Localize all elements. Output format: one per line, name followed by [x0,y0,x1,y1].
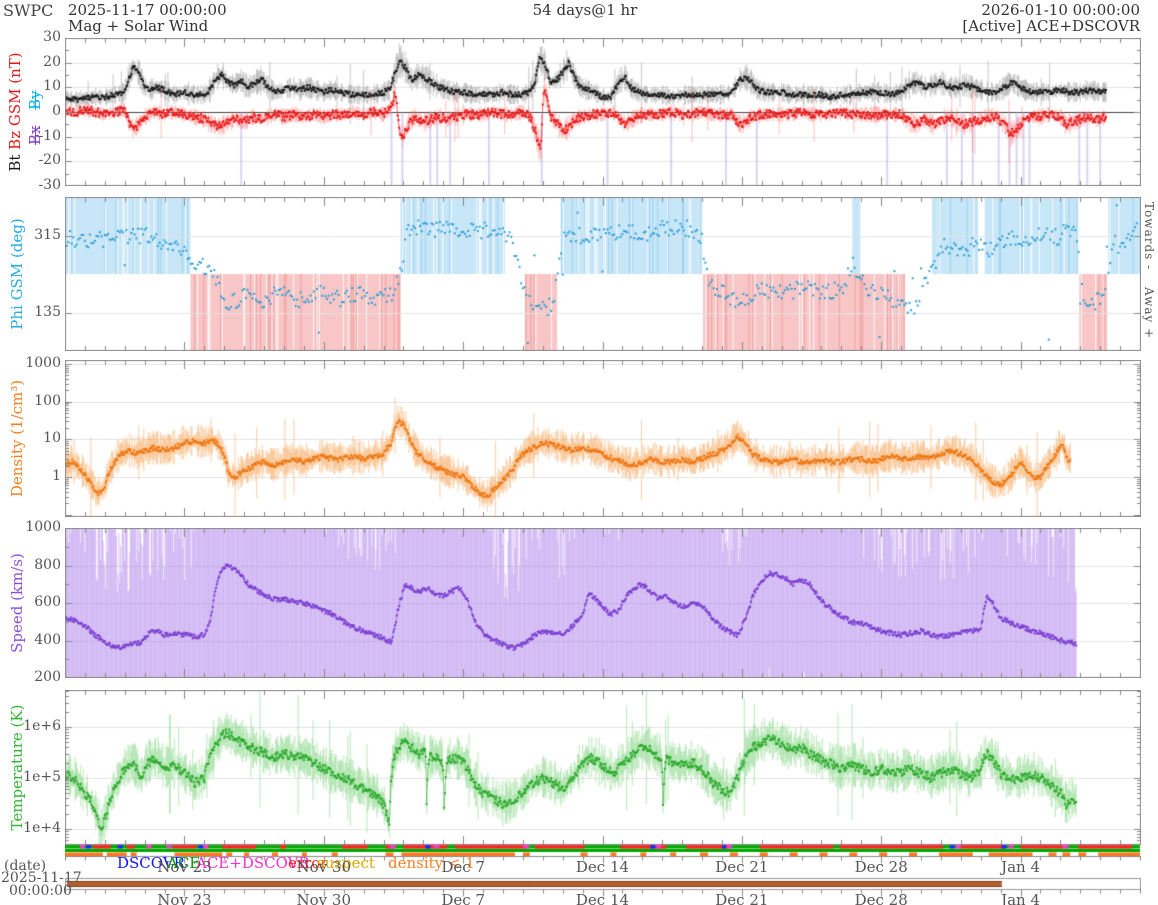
speed-ytick-400: 400 [34,631,61,648]
density-ytick-100: 100 [34,392,61,409]
mag-ytick-0: 0 [52,103,61,119]
speed-plot-canvas[interactable] [65,528,1141,678]
legend-ace[interactable]: ACE [167,854,201,872]
phi-plot-canvas[interactable] [65,197,1141,351]
speed-ytick-600: 600 [34,594,61,610]
date-label-nav-dec-14: Dec 14 [575,891,630,905]
legend-error[interactable]: error [288,854,328,872]
density-ytick-1000: 1000 [25,355,61,372]
temperature-ytick-1e+4: 1e+4 [23,819,61,836]
legend-density-lt1[interactable]: density < 1 [388,854,475,872]
date-label-nav-jan-4: Jan 4 [1001,891,1041,905]
phi-axis-label: Phi GSM (deg) [8,218,26,330]
density-ytick-10: 10 [43,430,61,447]
date-label-nav-dec-21: Dec 21 [715,891,769,905]
end-time: 2026-01-10 00:00:00 [981,1,1140,19]
temperature-ytick-1e+5: 1e+5 [23,768,61,785]
date-label-dec-21: Dec 21 [715,858,769,876]
app-title: SWPC [3,1,54,20]
mag-ytick--20: -20 [38,152,61,169]
date-label-dec-14: Dec 14 [575,858,630,876]
date-axis-caption: (date) [4,858,47,874]
mag-ytick-30: 30 [43,29,61,45]
plot-title: Mag + Solar Wind [68,17,209,35]
start-time: 2025-11-17 00:00:00 [68,1,227,19]
legend-suspect[interactable]: suspect [317,854,375,872]
mag-ytick--10: -10 [38,127,61,144]
legend-ace-dscovr[interactable]: ACE+DSCOVR [196,854,310,872]
mag-ytick-10: 10 [43,78,61,95]
date-label-nov-23: Nov 23 [157,858,212,876]
duration-label: 54 days@1 hr [532,1,638,19]
timeline-start-clock: 00:00:00 [9,883,72,899]
timeline-start-date: 2025-11-17 [1,870,82,886]
date-label-nav-dec-28: Dec 28 [854,891,908,905]
speed-ytick-800: 800 [34,556,61,573]
date-label-dec-28: Dec 28 [854,858,908,876]
phi-ytick-135: 135 [34,303,61,320]
phi-ytick-315: 315 [34,226,61,243]
density-ytick-1: 1 [52,468,61,485]
mag-ytick--30: -30 [38,177,61,193]
phi-away-label: Away + [1142,287,1156,340]
mag-ytick-20: 20 [43,53,61,70]
date-label-nov-30: Nov 30 [296,858,352,876]
temperature-ytick-1e+6: 1e+6 [23,717,61,734]
phi-towards-label: Towards - [1142,202,1156,271]
legend-dscovr[interactable]: DSCOVR [117,854,185,872]
date-label-dec-7: Dec 7 [441,858,485,876]
date-label-jan-4: Jan 4 [1001,858,1041,876]
mode-label: [Active] ACE+DSCOVR [962,17,1140,35]
speed-ytick-200: 200 [34,669,61,685]
mag-plot-canvas[interactable] [65,38,1141,186]
timeline-navigator[interactable] [65,844,1141,905]
speed-ytick-1000: 1000 [25,519,61,535]
date-label-nav-nov-23: Nov 23 [157,891,212,905]
date-label-nav-nov-30: Nov 30 [296,891,352,905]
date-label-nav-dec-7: Dec 7 [441,891,485,905]
density-plot-canvas[interactable] [65,360,1141,517]
temperature-plot-canvas[interactable] [65,690,1141,845]
